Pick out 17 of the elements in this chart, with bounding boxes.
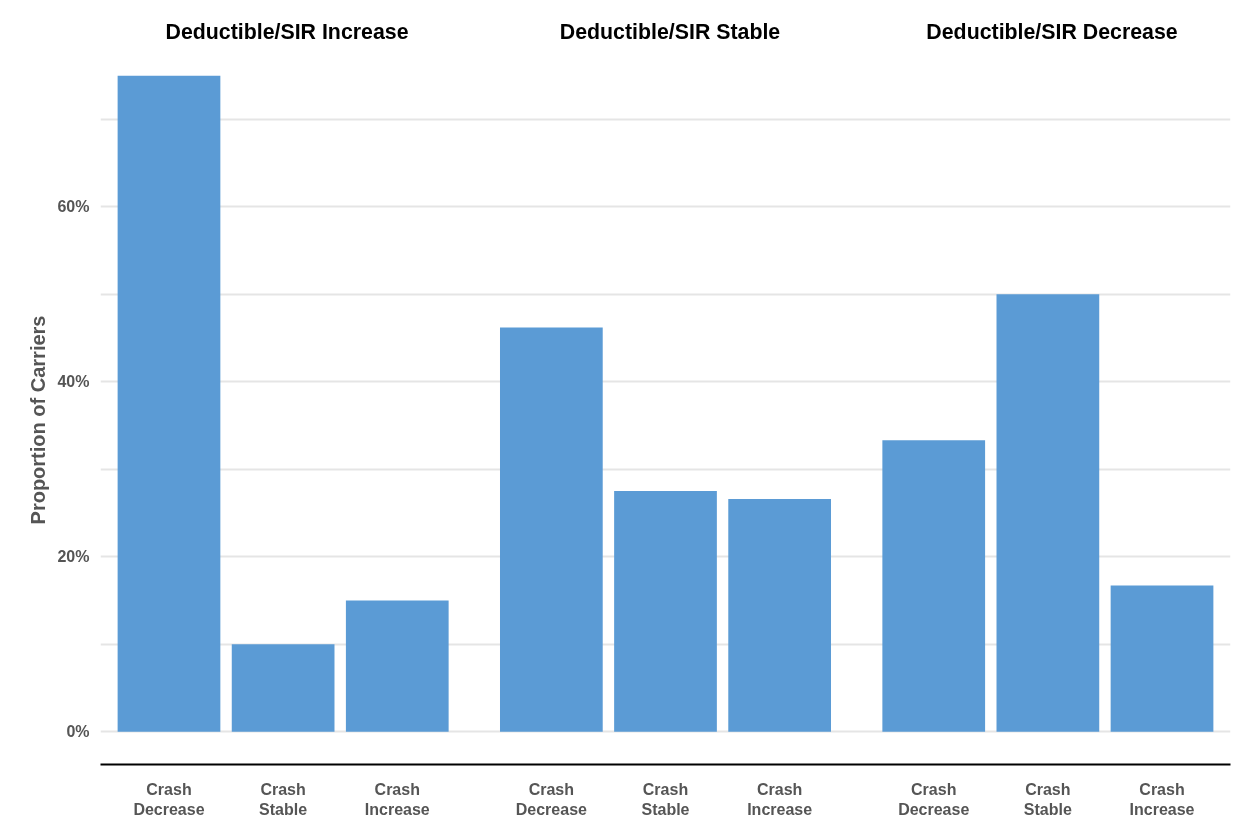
y-axis-title: Proportion of Carriers <box>27 315 50 525</box>
x-tick-label: Crash Increase <box>1129 780 1195 818</box>
text: Deductible/SIR Stable <box>558 19 782 46</box>
x-tick-label: Crash Decrease <box>515 780 588 818</box>
text: Deductible/SIR Increase <box>164 19 410 46</box>
x-tick-label: Crash Stable <box>641 780 690 818</box>
x-tick-label: Crash Decrease <box>133 780 205 818</box>
x-tick-label: Crash Stable <box>259 780 308 818</box>
x-tick-label: Crash Decrease <box>898 780 970 818</box>
y-tick-label: 20% <box>57 548 90 566</box>
x-tick-label: Crash Increase <box>364 780 430 818</box>
y-tick-label: 40% <box>57 373 90 391</box>
y-tick-label: 60% <box>57 198 90 216</box>
x-tick-label: Crash Increase <box>747 780 813 818</box>
text: Deductible/SIR Decrease <box>925 19 1179 46</box>
x-tick-label: Crash Stable <box>1023 780 1072 818</box>
y-tick-label: 0% <box>66 723 90 741</box>
